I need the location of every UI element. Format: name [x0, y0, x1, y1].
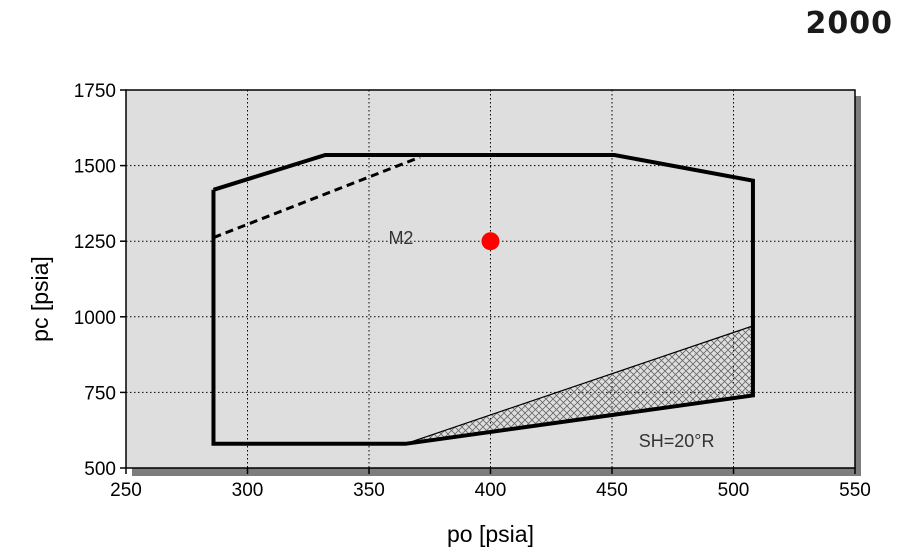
y-tick-label: 750 [84, 383, 116, 404]
y-tick-label: 1250 [74, 232, 116, 253]
envelope-outline [211, 153, 755, 446]
labels: M2 SH=20°R po [psia] pc [psia] [27, 228, 714, 547]
y-tick-label: 500 [84, 459, 116, 480]
x-tick-label: 300 [232, 480, 264, 501]
annotation-label: M2 [388, 228, 413, 248]
y-tick-label: 1000 [74, 308, 116, 329]
operating-point [481, 232, 500, 251]
corner-label: 2000 [805, 6, 893, 41]
x-axis-title: po [psia] [447, 521, 534, 547]
x-tick-label: 450 [596, 480, 628, 501]
x-tick-label: 250 [110, 480, 142, 501]
x-tick-label: 350 [353, 480, 385, 501]
x-tick-label: 500 [718, 480, 750, 501]
marks [211, 153, 755, 446]
dashed-line [212, 155, 421, 239]
annotation-label: SH=20°R [639, 431, 715, 451]
y-axis-title: pc [psia] [27, 256, 53, 342]
x-tick-label: 400 [475, 480, 507, 501]
y-tick-label: 1500 [74, 157, 116, 178]
y-tick-label: 1750 [74, 81, 116, 102]
x-tick-label: 550 [839, 480, 871, 501]
ticks: 250 300 350 400 450 500 550 500 750 1000 1250 1500 1… [74, 81, 871, 501]
